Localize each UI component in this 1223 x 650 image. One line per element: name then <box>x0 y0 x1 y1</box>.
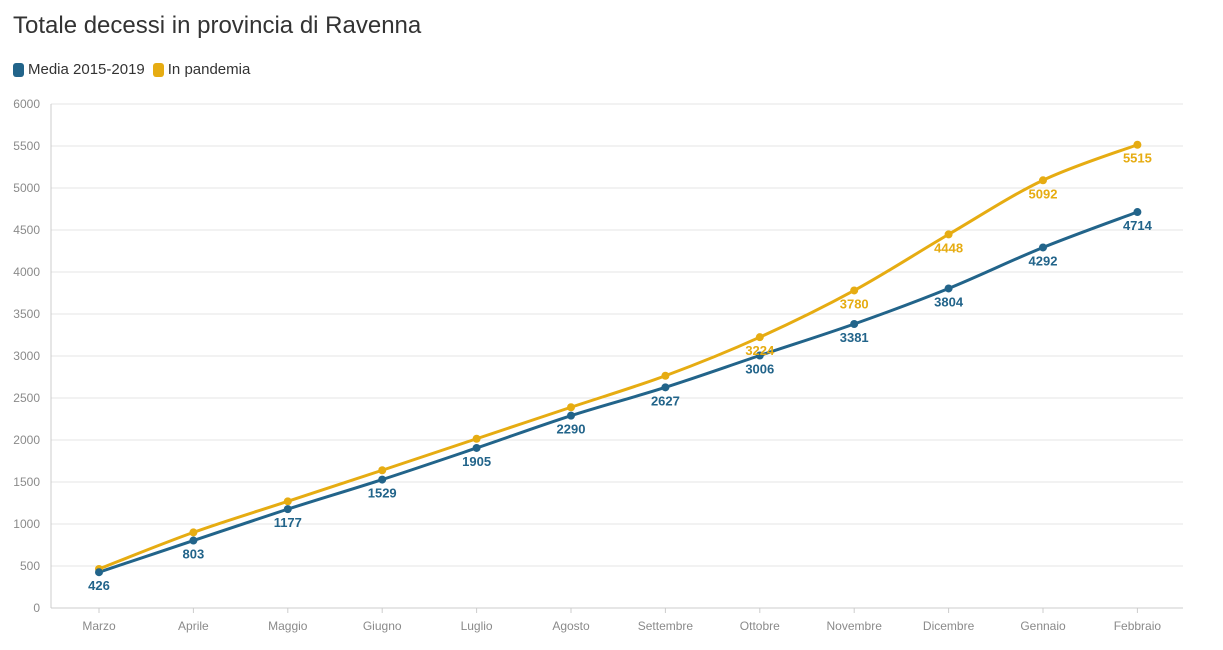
x-tick-label: Marzo <box>82 619 116 633</box>
data-point-1 <box>567 403 575 412</box>
y-tick-label: 4000 <box>13 265 40 279</box>
x-tick-label: Settembre <box>638 619 694 633</box>
y-tick-label: 2500 <box>13 391 40 405</box>
legend-swatch-pandemia <box>152 62 164 77</box>
data-point-1 <box>472 434 481 443</box>
legend-item-pandemia[interactable]: In pandemia <box>152 61 251 78</box>
y-tick-label: 1000 <box>13 517 40 531</box>
legend-item-media[interactable]: Media 2015-2019 <box>13 61 145 78</box>
series-line-0 <box>97 210 1139 574</box>
y-axis: 0 500 1000 1500 2000 2500 3000 3500 4000 4500 5000… <box>13 97 40 615</box>
data-label-0: 1529 <box>368 486 397 501</box>
data-point-0 <box>850 319 859 328</box>
data-point-1 <box>755 333 764 342</box>
y-tick-label: 4500 <box>13 223 40 237</box>
data-label-1: 3780 <box>840 296 869 311</box>
series-lines <box>97 143 1139 574</box>
x-tick-label: Giugno <box>363 619 402 633</box>
data-point-0 <box>189 536 198 545</box>
legend-label-pandemia: In pandemia <box>167 61 251 78</box>
y-tick-label: 5500 <box>13 139 40 153</box>
data-point-1 <box>1133 140 1142 149</box>
data-label-0: 2290 <box>557 422 586 437</box>
y-tick-label: 2000 <box>13 433 40 447</box>
y-tick-label: 0 <box>33 601 40 615</box>
x-tick-label: Febbraio <box>1114 619 1162 633</box>
data-label-1: 3224 <box>745 343 775 358</box>
data-point-1 <box>850 286 859 295</box>
gridlines <box>50 103 1183 609</box>
x-tick-label: Novembre <box>827 619 883 633</box>
series-line-1 <box>97 143 1139 571</box>
data-point-0 <box>472 443 481 452</box>
data-label-0: 3804 <box>934 294 964 309</box>
data-point-1 <box>283 497 292 506</box>
data-point-1 <box>661 371 670 380</box>
data-point-0 <box>283 505 292 514</box>
data-label-0: 4292 <box>1029 253 1058 268</box>
data-point-0 <box>1039 243 1047 252</box>
legend: Media 2015-2019 In pandemia <box>13 61 258 78</box>
data-point-0 <box>567 411 575 420</box>
y-tick-label: 3500 <box>13 307 40 321</box>
data-label-0: 4714 <box>1123 218 1153 233</box>
data-label-0: 803 <box>183 547 205 562</box>
x-tick-label: Dicembre <box>923 619 975 633</box>
data-point-0 <box>1133 208 1142 217</box>
data-point-0 <box>378 475 387 484</box>
data-point-0 <box>661 383 670 392</box>
data-label-0: 2627 <box>651 393 680 408</box>
x-tick-label: Maggio <box>268 619 308 633</box>
x-tick-label: Luglio <box>461 619 493 633</box>
y-tick-label: 500 <box>20 559 40 573</box>
y-tick-label: 3000 <box>13 349 40 363</box>
data-labels: 426 803 1177 1529 1905 2290 2627 3006 3381 3804 42… <box>88 151 1152 593</box>
x-tick-label: Aprile <box>178 619 209 633</box>
data-point-0 <box>944 284 953 293</box>
x-axis: Marzo Aprile Maggio Giugno Luglio Agosto Sette… <box>82 608 1161 633</box>
data-label-0: 1177 <box>274 515 302 530</box>
x-tick-label: Ottobre <box>740 619 780 633</box>
data-point-1 <box>944 230 953 239</box>
data-label-1: 5092 <box>1029 186 1058 201</box>
series-points <box>95 140 1142 577</box>
data-label-0: 426 <box>88 578 110 593</box>
x-tick-label: Gennaio <box>1020 619 1066 633</box>
data-point-0 <box>755 351 764 360</box>
data-point-0 <box>95 568 103 577</box>
data-label-0: 3381 <box>840 330 869 345</box>
legend-swatch-media <box>13 62 24 77</box>
legend-label-media: Media 2015-2019 <box>28 61 145 78</box>
x-tick-label: Agosto <box>552 619 590 633</box>
data-point-1 <box>378 466 387 475</box>
y-tick-label: 1500 <box>13 475 40 489</box>
data-label-0: 1905 <box>462 454 491 469</box>
data-point-1 <box>1039 176 1047 185</box>
data-label-0: 3006 <box>745 361 774 376</box>
data-point-1 <box>189 528 198 537</box>
chart-title: Totale decessi in provincia di Ravenna <box>13 12 422 39</box>
y-tick-label: 6000 <box>13 97 40 111</box>
y-tick-label: 5000 <box>13 181 40 195</box>
data-label-1: 4448 <box>934 240 963 255</box>
data-label-1: 5515 <box>1123 151 1152 166</box>
